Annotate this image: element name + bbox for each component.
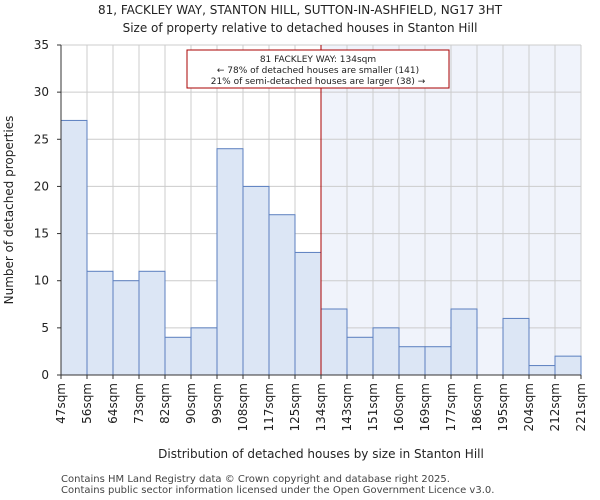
y-tick-label: 10 bbox=[34, 274, 49, 288]
x-tick-label: 90sqm bbox=[184, 383, 198, 424]
annotation-box: 81 FACKLEY WAY: 134sqm ← 78% of detached… bbox=[186, 49, 450, 89]
x-tick-label: 160sqm bbox=[392, 383, 406, 431]
annotation-line-3: 21% of semi-detached houses are larger (… bbox=[211, 77, 426, 87]
x-tick-label: 64sqm bbox=[106, 383, 120, 424]
x-tick-label: 56sqm bbox=[80, 383, 94, 424]
y-tick-label: 5 bbox=[41, 321, 49, 335]
x-tick-label: 125sqm bbox=[288, 383, 302, 431]
y-tick-label: 35 bbox=[34, 38, 49, 52]
bar-204sqm bbox=[528, 365, 556, 376]
bar-160sqm bbox=[398, 346, 426, 376]
bar-47sqm bbox=[60, 119, 88, 376]
x-tick-label: 108sqm bbox=[236, 383, 250, 431]
bar-143sqm bbox=[346, 336, 374, 376]
x-tick-label: 221sqm bbox=[574, 383, 588, 431]
bar-90sqm bbox=[190, 327, 218, 376]
x-tick-label: 177sqm bbox=[444, 383, 458, 431]
x-tick-label: 73sqm bbox=[132, 383, 146, 424]
bar-56sqm bbox=[86, 270, 114, 376]
bar-64sqm bbox=[112, 280, 140, 376]
annotation-line-2: ← 78% of detached houses are smaller (14… bbox=[217, 66, 419, 76]
bar-117sqm bbox=[268, 214, 296, 376]
bar-195sqm bbox=[502, 317, 530, 376]
y-tick-label: 0 bbox=[41, 368, 49, 382]
bar-82sqm bbox=[164, 336, 192, 376]
footer-copyright: Contains HM Land Registry data © Crown c… bbox=[61, 474, 450, 485]
bar-212sqm bbox=[554, 355, 582, 376]
x-tick-label: 212sqm bbox=[548, 383, 562, 431]
x-tick-label: 117sqm bbox=[262, 383, 276, 431]
bar-151sqm bbox=[372, 327, 400, 376]
y-axis-label: Number of detached properties bbox=[2, 116, 16, 305]
x-tick-label: 186sqm bbox=[470, 383, 484, 431]
y-tick-label: 15 bbox=[34, 227, 49, 241]
bar-177sqm bbox=[450, 308, 478, 376]
bar-169sqm bbox=[424, 346, 452, 376]
bar-73sqm bbox=[138, 270, 166, 376]
bar-134sqm bbox=[320, 308, 348, 376]
chart-subtitle: Size of property relative to detached ho… bbox=[123, 21, 478, 35]
x-tick-label: 134sqm bbox=[314, 383, 328, 431]
x-axis-label: Distribution of detached houses by size … bbox=[158, 447, 484, 461]
footer-licence: Contains public sector information licen… bbox=[61, 485, 495, 496]
y-tick-label: 20 bbox=[34, 179, 49, 193]
x-tick-label: 169sqm bbox=[418, 383, 432, 431]
bar-99sqm bbox=[216, 148, 244, 376]
y-tick-label: 30 bbox=[34, 85, 49, 99]
x-tick-label: 143sqm bbox=[340, 383, 354, 431]
annotation-frame bbox=[186, 49, 450, 89]
x-tick-label: 47sqm bbox=[54, 383, 68, 424]
x-tick-label: 204sqm bbox=[522, 383, 536, 431]
chart-title: 81, FACKLEY WAY, STANTON HILL, SUTTON-IN… bbox=[98, 3, 503, 17]
x-tick-label: 82sqm bbox=[158, 383, 172, 424]
bar-125sqm bbox=[294, 251, 322, 376]
x-tick-label: 195sqm bbox=[496, 383, 510, 431]
y-tick-label: 25 bbox=[34, 132, 49, 146]
x-tick-label: 99sqm bbox=[210, 383, 224, 424]
annotation-line-1: 81 FACKLEY WAY: 134sqm bbox=[260, 55, 376, 65]
bar-108sqm bbox=[242, 185, 270, 376]
x-tick-label: 151sqm bbox=[366, 383, 380, 431]
